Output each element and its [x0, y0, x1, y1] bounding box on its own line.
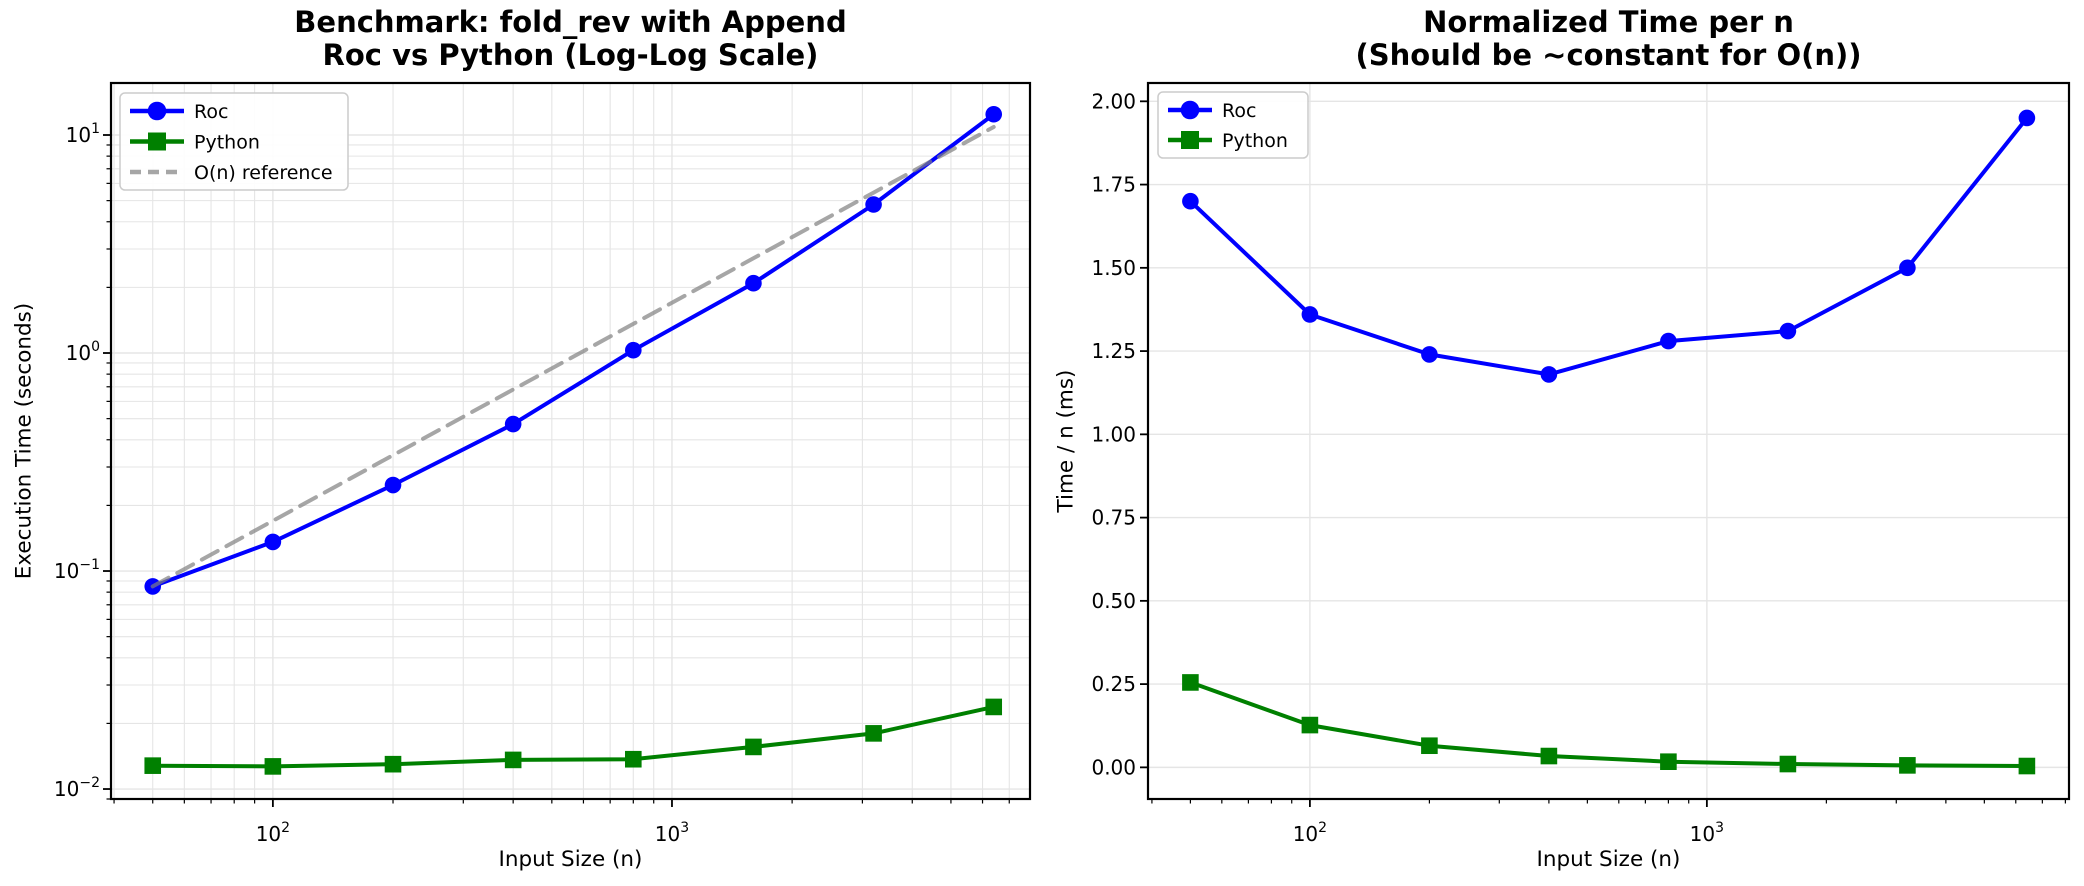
left-chart-yaxis-label: Execution Time (seconds): [11, 302, 37, 580]
python-data-point: [2018, 757, 2036, 775]
roc-data-point: [625, 341, 642, 359]
y-tick-label: 1.25: [1091, 339, 1136, 363]
execution-time-series-roc: [144, 105, 1003, 595]
left-chart-title-line2: Roc vs Python (Log-Log Scale): [322, 38, 819, 72]
y-tick-label: 0.75: [1091, 506, 1136, 530]
roc-data-point: [745, 274, 762, 292]
right-chart-yaxis-label: Time / n (ms): [1053, 369, 1079, 513]
right-chart-title-line1: Normalized Time per n: [1423, 5, 1794, 39]
python-data-point: [1301, 716, 1319, 734]
python-data-point: [865, 725, 882, 742]
python-data-point: [264, 758, 282, 775]
roc-data-point: [1301, 306, 1319, 323]
legend-label: O(n) reference: [194, 162, 333, 184]
python-data-point: [384, 755, 402, 773]
left-chart-title: Benchmark: fold_rev with Append Roc vs P…: [111, 6, 1030, 72]
y-tick-label: 0.00: [1091, 755, 1136, 779]
normalized-time-chart: 102 103 0.00 0.25 0.50 0.75 1.00 1.25 1.50 1.75 2.…: [1091, 81, 2071, 846]
right-chart-xaxis-label: Input Size (n): [1536, 847, 1681, 872]
y-tick-label: 101: [66, 121, 100, 147]
x-tick-label: 103: [1690, 820, 1724, 846]
normalized-time-legend: Roc Python: [1157, 91, 1309, 159]
python-data-point: [1660, 753, 1677, 771]
left-chart-xaxis-label: Input Size (n): [498, 847, 643, 872]
legend-box: [119, 92, 349, 191]
plot-border: [1146, 81, 2071, 801]
tick-labels: 102 103 101 100 10−1 10−2: [54, 121, 689, 846]
y-tick-label: 100: [66, 339, 100, 365]
python-line: [150, 704, 996, 769]
roc-data-point: [985, 105, 1003, 123]
roc-data-point: [1660, 332, 1677, 350]
python-data-point: [1779, 755, 1797, 773]
execution-time-legend: Roc Python O(n) reference: [119, 92, 349, 191]
roc-data-point: [1899, 259, 1916, 277]
y-tick-label: 0.50: [1091, 589, 1136, 613]
python-data-point: [985, 698, 1003, 716]
x-tick-label: 102: [256, 820, 290, 846]
y-tick-label: 10−2: [54, 775, 100, 801]
legend-roc-marker: [1180, 100, 1200, 120]
plot-border: [109, 81, 1032, 801]
python-data-point: [504, 751, 522, 769]
y-tick-label: 1.00: [1091, 422, 1136, 446]
roc-data-point: [1779, 322, 1797, 340]
y-tick-label: 1.50: [1091, 256, 1136, 280]
axis-ticks: [103, 134, 1010, 807]
python-data-point: [745, 738, 762, 756]
python-data-point: [1182, 674, 1199, 691]
grid-lines: [1148, 83, 2069, 799]
roc-data-point: [1182, 192, 1199, 210]
roc-data-point: [264, 533, 282, 551]
legend-label: Python: [1222, 130, 1288, 152]
legend-python-marker: [148, 132, 166, 151]
roc-data-point: [1540, 366, 1558, 383]
x-tick-label: 103: [655, 820, 689, 846]
o-n-reference-line: [150, 125, 996, 589]
axis-ticks: [1140, 100, 2066, 807]
roc-data-point: [2018, 109, 2036, 127]
legend-roc-marker: [147, 101, 167, 121]
y-tick-label: 1.75: [1091, 173, 1136, 197]
execution-time-series-o-n-reference: [150, 125, 996, 589]
python-line: [1188, 680, 2029, 768]
roc-data-point: [504, 415, 522, 433]
roc-line: [150, 112, 996, 589]
y-tick-label: 2.00: [1091, 89, 1136, 113]
roc-data-point: [384, 476, 402, 494]
left-chart-title-line1: Benchmark: fold_rev with Append: [294, 5, 847, 39]
x-tick-label: 102: [1293, 820, 1327, 846]
normalized-time-series-python: [1182, 674, 2036, 775]
roc-data-point: [865, 196, 882, 213]
right-chart-title: Normalized Time per n (Should be ~consta…: [1148, 6, 2069, 72]
legend-label: Roc: [1222, 100, 1256, 122]
y-tick-label: 0.25: [1091, 672, 1136, 696]
legend-label: Python: [194, 132, 260, 154]
normalized-time-series-roc: [1182, 109, 2036, 383]
python-data-point: [1421, 737, 1438, 755]
execution-time-chart: 102 103 101 100 10−1 10−2 Roc Python O(n) refere…: [54, 81, 1032, 846]
legend-python-marker: [1181, 131, 1199, 149]
roc-data-point: [1421, 346, 1438, 363]
right-chart-title-line2: (Should be ~constant for O(n)): [1355, 38, 1862, 72]
legend-label: Roc: [194, 101, 228, 123]
python-data-point: [625, 750, 642, 768]
roc-line: [1188, 116, 2029, 377]
grid-lines: [111, 83, 1030, 800]
execution-time-series-python: [144, 698, 1003, 775]
python-data-point: [1540, 747, 1558, 765]
tick-labels: 102 103 0.00 0.25 0.50 0.75 1.00 1.25 1.50 1.75 2.…: [1091, 89, 1724, 846]
python-data-point: [1899, 757, 1916, 774]
y-tick-label: 10−1: [54, 557, 100, 583]
python-data-point: [144, 757, 162, 774]
